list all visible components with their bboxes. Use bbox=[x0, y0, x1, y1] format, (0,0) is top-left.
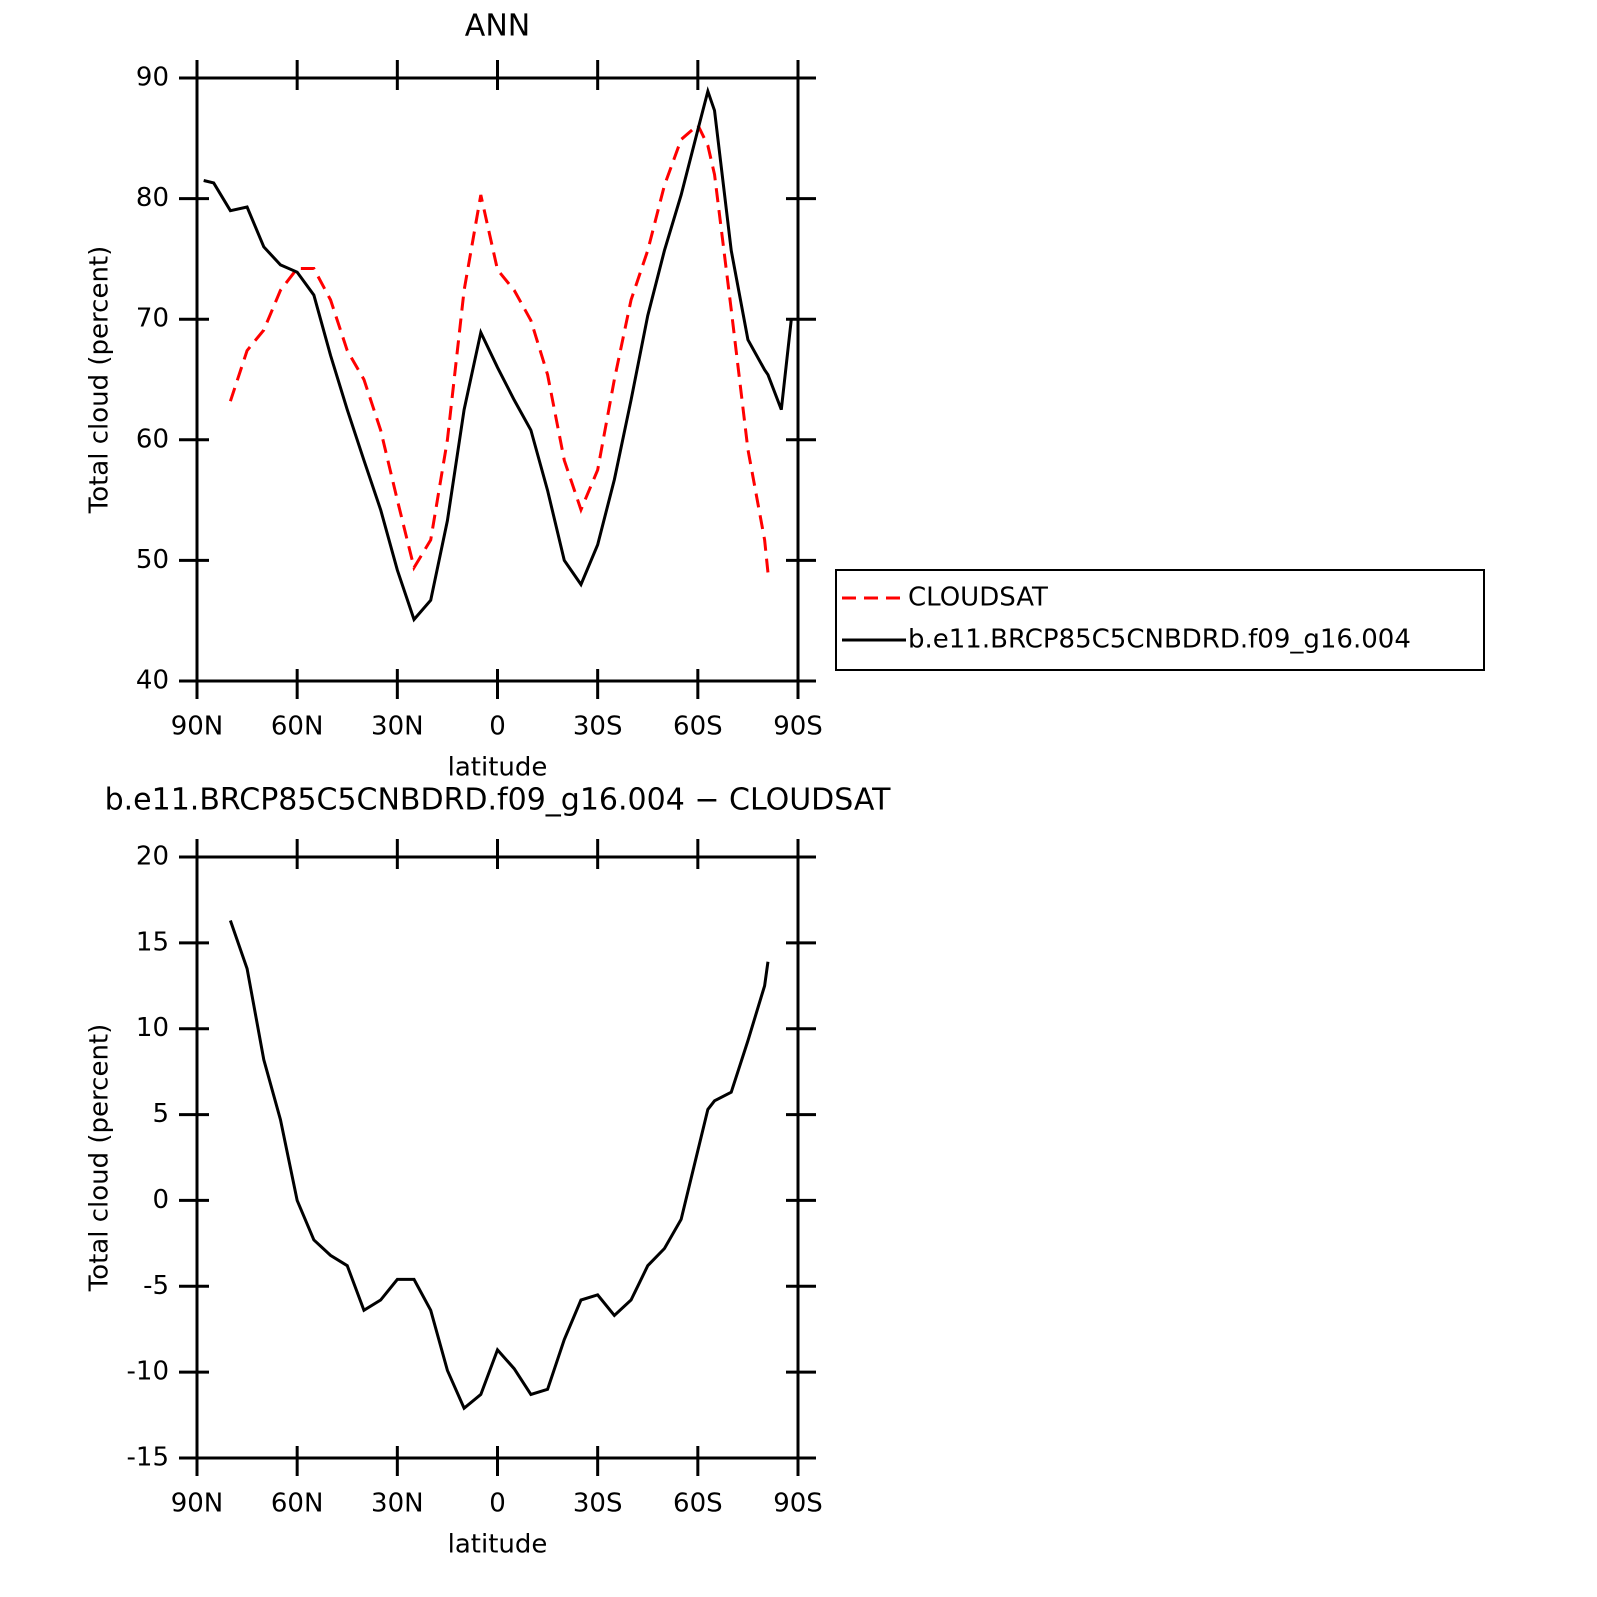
x-tick-label: 60N bbox=[271, 1489, 324, 1519]
x-tick-label: 60S bbox=[673, 712, 723, 742]
y-tick-label: 5 bbox=[152, 1099, 169, 1129]
y-tick-label: 50 bbox=[136, 545, 169, 575]
data-line bbox=[203, 86, 793, 623]
y-tick-label: 0 bbox=[152, 1185, 169, 1215]
legend-label: b.e11.BRCP85C5CNBDRD.f09_g16.004 bbox=[908, 625, 1411, 655]
legend-box bbox=[835, 569, 1485, 671]
y-tick-label: 60 bbox=[136, 424, 169, 454]
x-axis-label: latitude bbox=[448, 753, 548, 783]
chart-title: ANN bbox=[465, 9, 530, 44]
data-line bbox=[228, 920, 770, 1411]
x-tick-label: 30S bbox=[573, 1489, 623, 1519]
x-tick-label: 90S bbox=[773, 712, 823, 742]
x-tick-label: 0 bbox=[489, 712, 506, 742]
y-tick-label: 90 bbox=[136, 63, 169, 93]
data-line bbox=[228, 122, 770, 573]
x-tick-label: 90N bbox=[171, 712, 224, 742]
x-tick-label: 60N bbox=[271, 712, 324, 742]
y-tick-label: -5 bbox=[143, 1271, 169, 1301]
x-tick-label: 0 bbox=[489, 1489, 506, 1519]
y-tick-label: 15 bbox=[136, 927, 169, 957]
x-tick-label: 30N bbox=[371, 712, 424, 742]
y-axis-label: Total cloud (percent) bbox=[85, 246, 115, 515]
y-tick-label: 10 bbox=[136, 1013, 169, 1043]
x-tick-label: 90S bbox=[773, 1489, 823, 1519]
x-tick-label: 30N bbox=[371, 1489, 424, 1519]
y-tick-label: -15 bbox=[127, 1443, 169, 1473]
y-tick-label: 40 bbox=[136, 666, 169, 696]
y-tick-label: 80 bbox=[136, 183, 169, 213]
y-tick-label: -10 bbox=[127, 1357, 169, 1387]
x-axis-label: latitude bbox=[448, 1530, 548, 1560]
x-tick-label: 30S bbox=[573, 712, 623, 742]
y-axis-label: Total cloud (percent) bbox=[85, 1024, 115, 1293]
x-tick-label: 60S bbox=[673, 1489, 723, 1519]
plot-frame bbox=[195, 76, 800, 683]
chart-title: b.e11.BRCP85C5CNBDRD.f09_g16.004 − CLOUD… bbox=[105, 783, 891, 818]
legend-label: CLOUDSAT bbox=[908, 583, 1048, 613]
y-tick-label: 20 bbox=[136, 842, 169, 872]
x-tick-label: 90N bbox=[171, 1489, 224, 1519]
y-tick-label: 70 bbox=[136, 304, 169, 334]
